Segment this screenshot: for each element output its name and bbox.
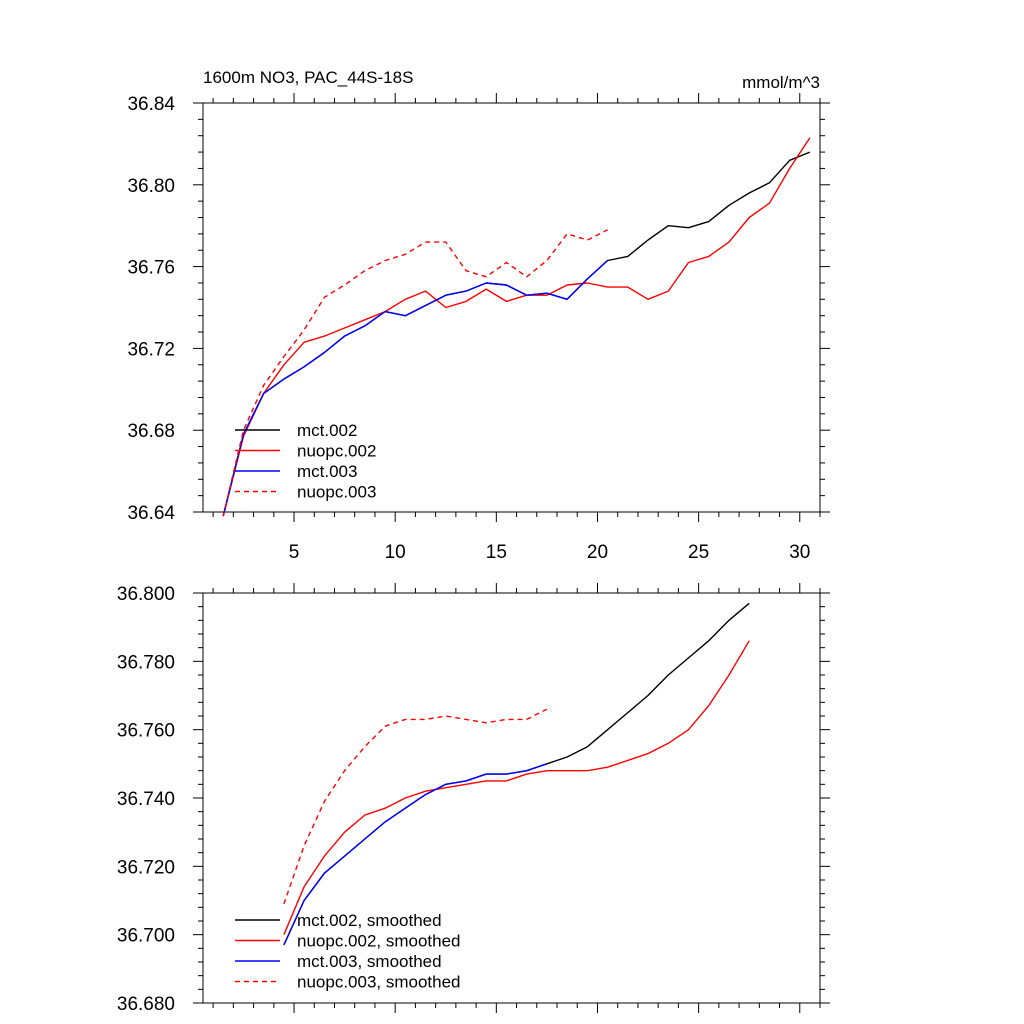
- x-tick-label: 15: [486, 542, 507, 563]
- y-tick-label: 36.760: [117, 721, 175, 742]
- plot-panel-top: 5 10 15 20 25 30 36.64 36.68 36.72 36.76 36.80 36.8…: [127, 93, 830, 563]
- x-tick-label: 25: [688, 542, 709, 563]
- legend-label: mct.002, smoothed: [297, 911, 442, 930]
- chart-title: 1600m NO3, PAC_44S-18S: [203, 68, 413, 87]
- x-tick-label: 5: [289, 542, 300, 563]
- legend-label: nuopc.002, smoothed: [297, 932, 461, 951]
- y-tick-label: 36.680: [117, 994, 175, 1015]
- legend-label: nuopc.002: [297, 442, 376, 461]
- series-line: [283, 602, 750, 946]
- legend-label: nuopc.003, smoothed: [297, 973, 461, 992]
- y-tick-label: 36.64: [127, 503, 175, 524]
- y-tick-label: 36.72: [127, 339, 175, 360]
- plot-panel-bottom: 36.680 36.700 36.720 36.740 36.760 36.780 36.8…: [117, 583, 830, 1015]
- legend-label: mct.002: [297, 421, 357, 440]
- y-tick-label: 36.84: [127, 94, 175, 115]
- series-line: [283, 763, 548, 946]
- y-tick-label: 36.700: [117, 926, 175, 947]
- units-label: mmol/m^3: [742, 73, 820, 92]
- series-line: [283, 708, 548, 905]
- y-tick-label: 36.780: [117, 652, 175, 673]
- legend-label: mct.003: [297, 462, 357, 481]
- legend-label: mct.003, smoothed: [297, 952, 442, 971]
- series-line: [283, 640, 750, 935]
- y-tick-label: 36.68: [127, 421, 175, 442]
- y-tick-label: 36.80: [127, 176, 175, 197]
- y-tick-label: 36.720: [117, 857, 175, 878]
- y-tick-label: 36.800: [117, 584, 175, 605]
- x-tick-label: 20: [587, 542, 608, 563]
- series-line: [222, 259, 609, 517]
- x-tick-label: 30: [789, 542, 810, 563]
- plot-frame: [202, 102, 821, 513]
- series-line: [222, 137, 811, 517]
- series-line: [222, 229, 608, 517]
- legend-label: nuopc.003: [297, 483, 376, 502]
- plot-frame: [202, 592, 821, 1004]
- x-tick-label: 10: [385, 542, 406, 563]
- y-tick-label: 36.76: [127, 258, 175, 279]
- y-tick-label: 36.740: [117, 789, 175, 810]
